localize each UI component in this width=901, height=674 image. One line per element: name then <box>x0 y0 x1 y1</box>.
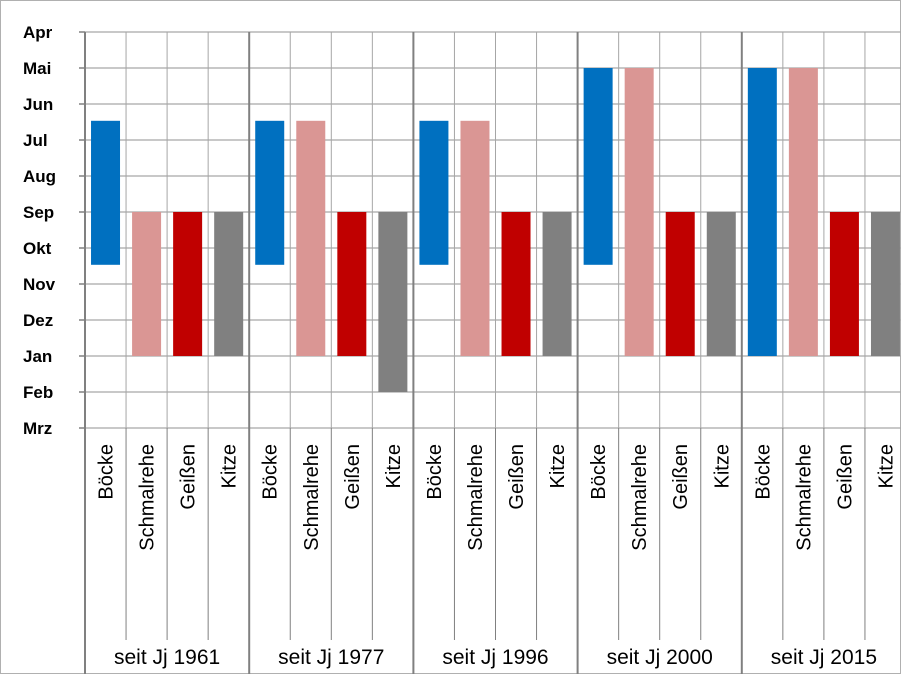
y-tick-okt: Okt <box>23 239 52 258</box>
category-label-böcke: Böcke <box>260 444 282 500</box>
category-label-böcke: Böcke <box>752 444 774 500</box>
bar-böcke-3 <box>419 120 449 265</box>
category-label-schmalrehe: Schmalrehe <box>137 444 159 551</box>
bar-geißen-2 <box>337 212 367 356</box>
y-tick-labels: Apr Mai Jun Jul Aug Sep Okt Nov Dez Jan Feb Mrz <box>23 23 56 438</box>
y-tick-jan: Jan <box>23 347 52 366</box>
group-label-1: seit Jj 1961 <box>114 646 220 669</box>
category-label-böcke: Böcke <box>424 444 446 500</box>
group-label-3: seit Jj 1996 <box>442 646 548 669</box>
category-label-kitze: Kitze <box>383 444 405 488</box>
y-tick-apr: Apr <box>23 23 53 42</box>
bar-schmalrehe-5 <box>788 68 818 356</box>
bar-böcke-4 <box>583 68 613 265</box>
bar-kitze-2 <box>378 212 408 392</box>
category-labels: Böcke Schmalrehe Geißen Kitze Böcke Schmalreh… <box>96 444 898 551</box>
bar-böcke-1 <box>91 120 121 265</box>
y-tick-jul: Jul <box>23 131 48 150</box>
y-tick-nov: Nov <box>23 275 56 294</box>
bar-geißen-3 <box>501 212 531 356</box>
bar-geißen-4 <box>665 212 695 356</box>
bar-kitze-3 <box>542 212 572 356</box>
y-tick-aug: Aug <box>23 167 56 186</box>
y-tick-mrz: Mrz <box>23 419 52 438</box>
bar-böcke-5 <box>747 68 777 356</box>
category-label-geißen: Geißen <box>506 444 528 510</box>
group-label-5: seit Jj 2015 <box>771 646 877 669</box>
category-label-böcke: Böcke <box>96 444 118 500</box>
y-tick-sep: Sep <box>23 203 54 222</box>
y-tick-jun: Jun <box>23 95 53 114</box>
category-label-kitze: Kitze <box>219 444 241 488</box>
category-label-böcke: Böcke <box>588 444 610 500</box>
category-label-schmalrehe: Schmalrehe <box>301 444 323 551</box>
axes <box>79 31 866 674</box>
y-tick-mai: Mai <box>23 59 51 78</box>
category-label-kitze: Kitze <box>711 444 733 488</box>
bars <box>91 68 900 392</box>
bar-kitze-4 <box>706 212 736 356</box>
category-label-geißen: Geißen <box>670 444 692 510</box>
category-label-schmalrehe: Schmalrehe <box>465 444 487 551</box>
bar-kitze-5 <box>870 212 900 356</box>
group-labels: seit Jj 1961 seit Jj 1977 seit Jj 1996 seit… <box>114 646 877 669</box>
bar-schmalrehe-2 <box>296 120 326 356</box>
bar-kitze-1 <box>214 212 244 356</box>
y-tick-dez: Dez <box>23 311 53 330</box>
category-label-kitze: Kitze <box>875 444 897 488</box>
category-label-kitze: Kitze <box>547 444 569 488</box>
bar-schmalrehe-1 <box>132 212 162 356</box>
bar-schmalrehe-3 <box>460 120 490 356</box>
category-label-geißen: Geißen <box>178 444 200 510</box>
group-label-2: seit Jj 1977 <box>278 646 384 669</box>
bar-geißen-1 <box>173 212 203 356</box>
category-label-geißen: Geißen <box>342 444 364 510</box>
bar-schmalrehe-4 <box>624 68 654 356</box>
bar-böcke-2 <box>255 120 285 265</box>
category-label-schmalrehe: Schmalrehe <box>629 444 651 551</box>
y-tick-feb: Feb <box>23 383 53 402</box>
category-label-schmalrehe: Schmalrehe <box>793 444 815 551</box>
group-label-4: seit Jj 2000 <box>607 646 713 669</box>
bar-geißen-5 <box>829 212 859 356</box>
category-label-geißen: Geißen <box>834 444 856 510</box>
